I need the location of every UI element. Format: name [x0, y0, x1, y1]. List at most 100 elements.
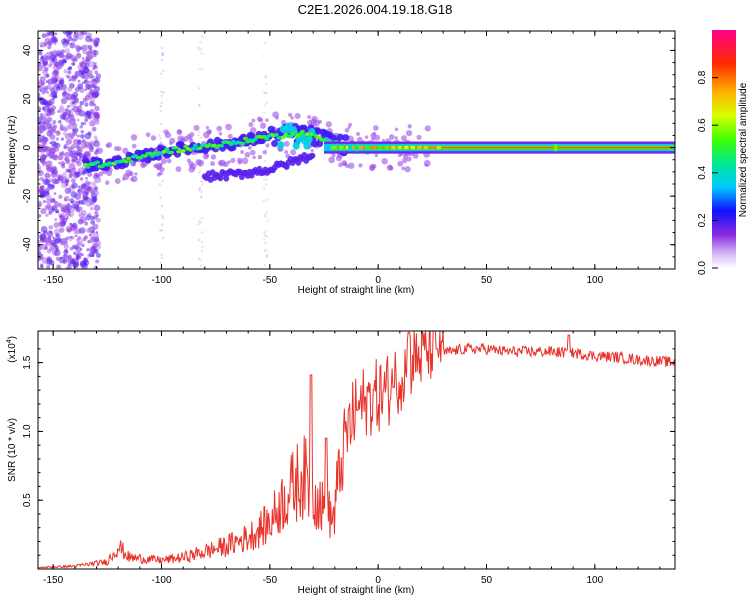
noise-speckle [83, 223, 87, 226]
noise-column [161, 51, 164, 55]
noise-speckle [79, 100, 85, 106]
snr-scale-label: (x104) [6, 336, 18, 363]
noise-speckle [45, 73, 50, 78]
noise-column [198, 41, 202, 44]
noise-speckle [90, 219, 96, 225]
halo-speckle [44, 146, 52, 153]
noise-speckle [59, 113, 67, 120]
halo-speckle [294, 112, 301, 120]
halo-speckle [106, 142, 113, 148]
halo-speckle [370, 137, 375, 142]
noise-speckle [66, 94, 74, 101]
noise-speckle [66, 31, 74, 35]
noise-speckle [43, 56, 49, 62]
noise-speckle [77, 255, 82, 260]
y-tick-label: 1.5 [22, 355, 33, 369]
colorbar-gradient [712, 30, 736, 268]
noise-column [201, 35, 204, 38]
noise-speckle [65, 266, 70, 269]
noise-speckle [80, 209, 87, 216]
noise-speckle [91, 230, 95, 234]
noise-speckle [72, 259, 80, 266]
noise-speckle [38, 165, 42, 170]
halo-speckle [394, 136, 398, 140]
noise-speckle [54, 82, 58, 86]
noise-speckle [96, 217, 101, 223]
noise-speckle [76, 238, 84, 245]
noise-speckle [51, 76, 58, 84]
noise-speckle [75, 171, 82, 178]
noise-column [265, 235, 269, 238]
noise-column [161, 130, 165, 133]
noise-speckle [78, 199, 84, 205]
noise-speckle [53, 49, 56, 52]
halo-speckle [407, 124, 412, 129]
noise-column [199, 221, 202, 224]
noise-column [262, 111, 266, 115]
noise-speckle [51, 184, 55, 188]
noise-speckle [79, 216, 87, 224]
noise-speckle [57, 119, 62, 124]
ridge-core [219, 143, 225, 148]
noise-speckle [53, 249, 61, 257]
noise-speckle [57, 161, 61, 165]
noise-speckle [77, 79, 81, 83]
noise-speckle [89, 206, 94, 211]
noise-speckle [63, 249, 69, 255]
snr-plot-area [38, 331, 675, 569]
halo-speckle [169, 137, 176, 144]
halo-speckle [423, 159, 431, 167]
carrier-segment [403, 145, 409, 150]
noise-column [263, 91, 266, 94]
noise-speckle [50, 197, 56, 203]
halo-speckle [48, 166, 54, 172]
halo-speckle [386, 164, 393, 171]
noise-speckle [76, 208, 81, 213]
noise-column [160, 101, 163, 104]
x-tick-label: -50 [263, 575, 278, 586]
noise-speckle [64, 151, 70, 157]
noise-speckle [84, 74, 91, 80]
halo-speckle [113, 146, 119, 151]
x-tick-label: 100 [586, 275, 603, 286]
noise-column [263, 159, 267, 163]
noise-column [160, 46, 164, 50]
noise-column [160, 141, 163, 144]
noise-column [263, 215, 267, 218]
noise-speckle [53, 222, 60, 228]
ridge-core [292, 130, 298, 134]
noise-speckle [93, 111, 101, 119]
ridge-core [149, 154, 155, 158]
halo-speckle [290, 149, 297, 156]
noise-speckle [94, 240, 101, 246]
halo-speckle [40, 158, 45, 162]
noise-speckle [77, 83, 84, 90]
noise-speckle [95, 214, 99, 218]
halo-speckle [240, 150, 244, 154]
noise-speckle [69, 222, 73, 226]
halo-speckle [48, 129, 54, 135]
x-tick-label: 0 [375, 275, 381, 286]
noise-speckle [47, 44, 52, 50]
halo-speckle [41, 154, 47, 159]
noise-speckle [61, 204, 66, 209]
noise-speckle [91, 118, 95, 122]
noise-speckle [64, 132, 71, 139]
noise-column [197, 130, 201, 134]
ridge-core [126, 156, 132, 161]
noise-speckle [66, 216, 69, 219]
carrier-segment [423, 145, 429, 150]
noise-column [200, 196, 203, 199]
noise-speckle [44, 246, 48, 250]
noise-speckle [39, 255, 44, 260]
carrier-segment [397, 145, 403, 150]
halo-speckle [130, 134, 138, 141]
noise-speckle [52, 120, 57, 124]
noise-column [159, 229, 162, 232]
noise-speckle [66, 104, 70, 109]
noise-speckle [83, 44, 90, 51]
noise-speckle [52, 204, 58, 210]
noise-speckle [44, 179, 51, 186]
halo-speckle [225, 123, 232, 131]
halo-speckle [258, 117, 264, 123]
